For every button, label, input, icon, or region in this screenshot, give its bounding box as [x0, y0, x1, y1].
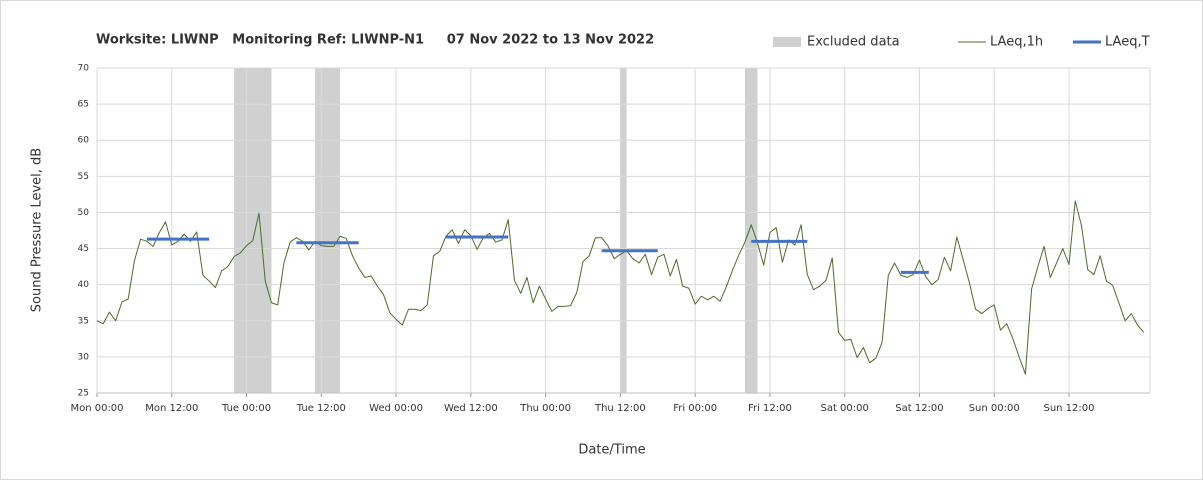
y-tick-label: 40 [78, 280, 90, 290]
x-tick-label: Mon 12:00 [145, 403, 198, 414]
legend-swatch [773, 37, 801, 47]
y-tick-label: 60 [78, 136, 90, 146]
x-tick-label: Sat 00:00 [820, 403, 868, 414]
legend-label: LAeq,T [1105, 35, 1150, 50]
x-tick-label: Fri 00:00 [673, 403, 717, 414]
series-line [96, 200, 1145, 375]
x-tick-label: Mon 00:00 [70, 403, 123, 414]
x-tick-label: Thu 00:00 [519, 403, 571, 414]
legend-label: LAeq,1h [990, 35, 1043, 50]
excluded-band [620, 68, 627, 393]
legend-label: Excluded data [807, 35, 900, 50]
x-tick-label: Tue 00:00 [221, 403, 271, 414]
x-tick-label: Tue 12:00 [296, 403, 346, 414]
x-axis-label: Date/Time [578, 443, 645, 458]
excluded-band [745, 68, 758, 393]
x-tick-label: Thu 12:00 [594, 403, 646, 414]
y-tick-label: 55 [78, 172, 89, 182]
x-tick-label: Sun 12:00 [1043, 403, 1094, 414]
y-tick-label: 30 [78, 352, 90, 362]
y-tick-label: 25 [78, 389, 89, 399]
y-tick-label: 65 [78, 100, 89, 110]
y-tick-label: 35 [78, 316, 89, 326]
y-tick-label: 70 [78, 64, 90, 74]
excluded-band [315, 68, 340, 393]
x-tick-label: Wed 12:00 [444, 403, 498, 414]
x-tick-label: Sun 00:00 [969, 403, 1020, 414]
y-tick-label: 50 [78, 208, 90, 218]
x-tick-label: Wed 00:00 [369, 403, 423, 414]
y-tick-label: 45 [78, 244, 89, 254]
x-tick-label: Sat 12:00 [895, 403, 943, 414]
excluded-band [234, 68, 272, 393]
chart-title: Worksite: LIWNP Monitoring Ref: LIWNP-N1… [96, 33, 654, 48]
x-tick-label: Fri 12:00 [748, 403, 792, 414]
y-axis-label: Sound Pressure Level, dB [30, 148, 45, 312]
series-line [146, 235, 929, 274]
